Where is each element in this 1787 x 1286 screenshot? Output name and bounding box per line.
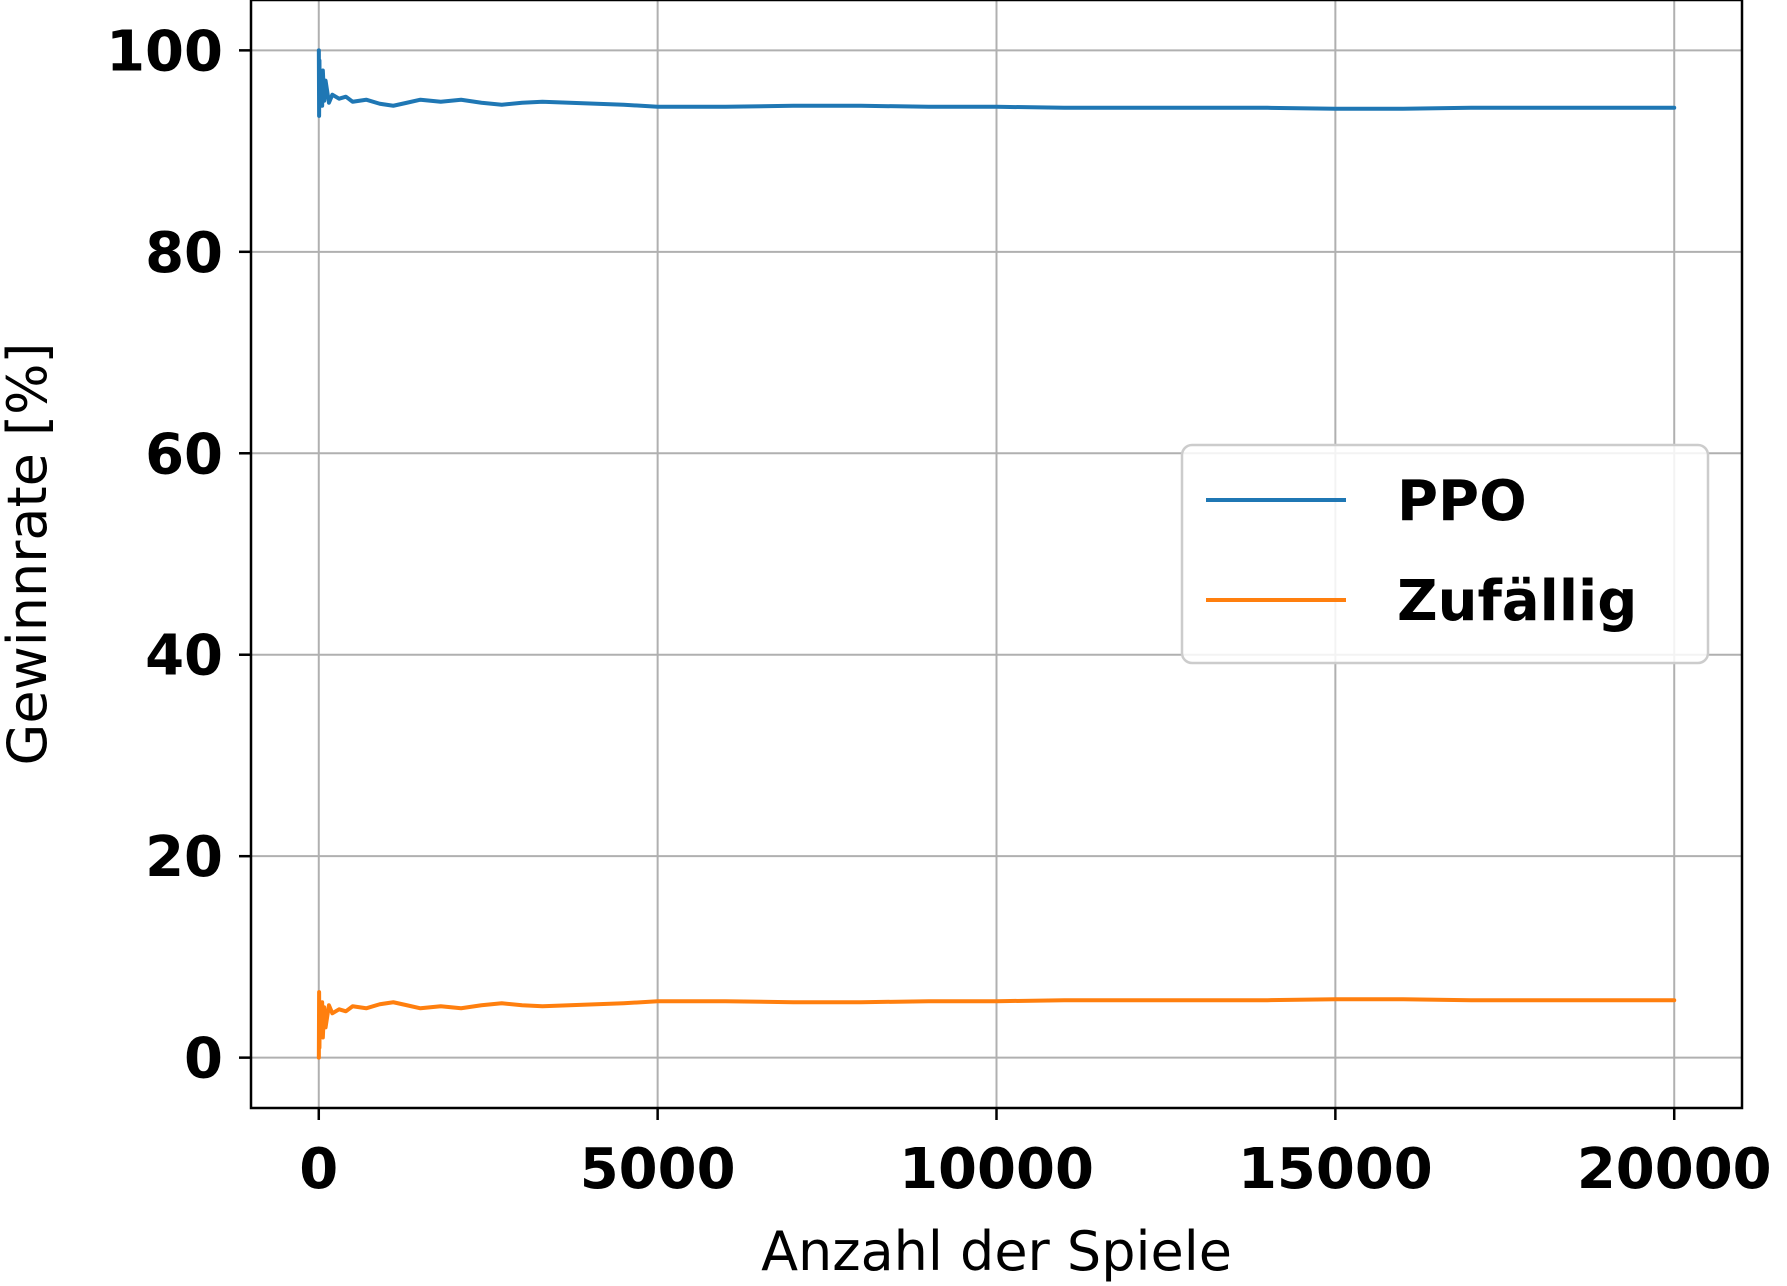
x-tick-label: 10000 <box>899 1137 1094 1202</box>
y-tick-label: 60 <box>145 422 223 487</box>
y-tick-label: 100 <box>106 19 223 84</box>
x-tick-label: 0 <box>299 1137 338 1202</box>
axis-ticks: 0 5000 10000 15000 20000 0 20 40 60 80 100 <box>106 19 1772 1202</box>
y-tick-label: 20 <box>145 825 223 890</box>
y-tick-label: 0 <box>184 1027 223 1092</box>
y-tick-label: 40 <box>145 624 223 689</box>
y-axis-title: Gewinnrate [%] <box>0 343 59 766</box>
x-tick-label: 20000 <box>1577 1137 1772 1202</box>
y-tick-label: 80 <box>145 221 223 286</box>
series-line-zufaellig <box>316 990 1677 1060</box>
legend: PPO Zufällig <box>1180 443 1710 665</box>
plot-series <box>316 48 1677 1060</box>
series-line-ppo <box>316 48 1677 118</box>
x-axis-title: Anzahl der Spiele <box>761 1220 1232 1283</box>
x-tick-label: 15000 <box>1238 1137 1433 1202</box>
legend-label-ppo: PPO <box>1397 469 1527 534</box>
x-tick-label: 5000 <box>580 1137 736 1202</box>
legend-label-zufaellig: Zufällig <box>1397 569 1637 634</box>
